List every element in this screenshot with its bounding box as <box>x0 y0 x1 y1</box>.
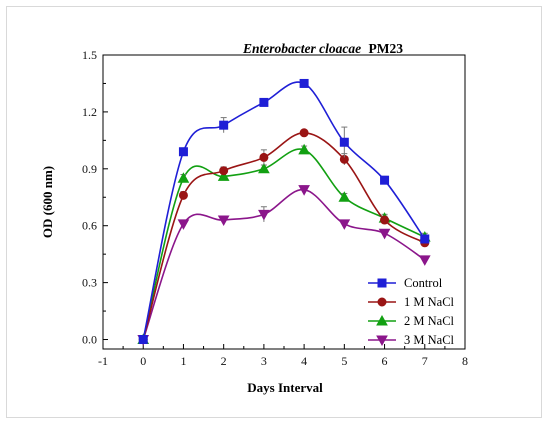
data-point <box>259 97 269 107</box>
data-point <box>177 219 190 230</box>
data-point <box>258 209 270 221</box>
series-layer <box>137 78 431 346</box>
series-2-m-nacl <box>137 143 431 345</box>
series-line <box>142 131 426 340</box>
x-axis-title: Days Interval <box>247 380 323 395</box>
x-tick-label: 6 <box>382 354 388 368</box>
data-point <box>298 185 310 196</box>
y-tick-label: 1.5 <box>82 48 97 62</box>
legend: Control 1 M NaCl 2 M NaCl 3 M NaCl <box>368 276 455 347</box>
x-tick-label: 2 <box>221 354 227 368</box>
x-tick-label: 1 <box>180 354 186 368</box>
x-tick-label: -1 <box>98 354 108 368</box>
data-point <box>378 228 391 240</box>
series-line <box>142 148 426 340</box>
data-point <box>219 166 229 176</box>
chart-title-organism: Enterobacter cloacae <box>242 41 361 56</box>
data-point <box>338 219 351 230</box>
y-tick-label: 0.6 <box>82 219 97 233</box>
data-point <box>298 143 310 155</box>
series-line <box>142 188 426 340</box>
data-point <box>380 175 390 185</box>
legend-item-1-m-nacl: 1 M NaCl <box>368 295 455 309</box>
series-line <box>142 81 426 340</box>
data-point <box>299 78 309 88</box>
data-point <box>259 152 269 162</box>
legend-item-control: Control <box>368 276 443 290</box>
data-point <box>418 255 431 266</box>
legend-label: 3 M NaCl <box>404 333 455 347</box>
legend-label: Control <box>404 276 443 290</box>
legend-item-2-m-nacl: 2 M NaCl <box>368 314 455 328</box>
data-point <box>219 120 229 130</box>
y-tick-label: 0.9 <box>82 162 97 176</box>
data-point <box>380 215 390 225</box>
x-tick-label: 7 <box>422 354 428 368</box>
series-control <box>138 78 430 345</box>
data-point <box>339 137 349 147</box>
x-tick-label: 8 <box>462 354 468 368</box>
data-point <box>138 335 148 345</box>
data-point <box>177 172 190 183</box>
figure-frame <box>6 6 542 418</box>
x-axis: -1 0 1 2 3 4 5 6 7 8 <box>98 344 468 368</box>
data-point <box>178 190 188 200</box>
y-axis: 0.0 0.3 0.6 0.9 1.2 1.5 <box>82 48 108 347</box>
x-tick-label: 3 <box>261 354 267 368</box>
data-point <box>299 128 309 138</box>
data-point <box>217 215 230 227</box>
x-tick-label: 0 <box>140 354 146 368</box>
data-point <box>420 234 430 244</box>
y-tick-label: 1.2 <box>82 105 97 119</box>
data-point <box>338 191 351 202</box>
legend-item-3-m-nacl: 3 M NaCl <box>368 333 455 347</box>
x-tick-label: 4 <box>301 354 307 368</box>
legend-label: 2 M NaCl <box>404 314 455 328</box>
series-3-m-nacl <box>137 185 431 346</box>
legend-label: 1 M NaCl <box>404 295 455 309</box>
data-point <box>258 162 270 174</box>
legend-marker <box>377 278 387 288</box>
y-axis-title: OD (600 nm) <box>40 166 55 238</box>
y-tick-label: 0.0 <box>82 333 97 347</box>
chart-title-strain: PM23 <box>368 41 403 56</box>
data-point <box>217 170 230 181</box>
legend-marker <box>377 297 387 307</box>
y-tick-label: 0.3 <box>82 276 97 290</box>
data-point <box>178 147 188 157</box>
legend-marker <box>376 314 388 326</box>
chart-title: Enterobacter cloacae PM23 <box>242 41 403 56</box>
x-tick-label: 5 <box>341 354 347 368</box>
series-1-m-nacl <box>138 128 430 345</box>
legend-marker <box>376 335 388 347</box>
